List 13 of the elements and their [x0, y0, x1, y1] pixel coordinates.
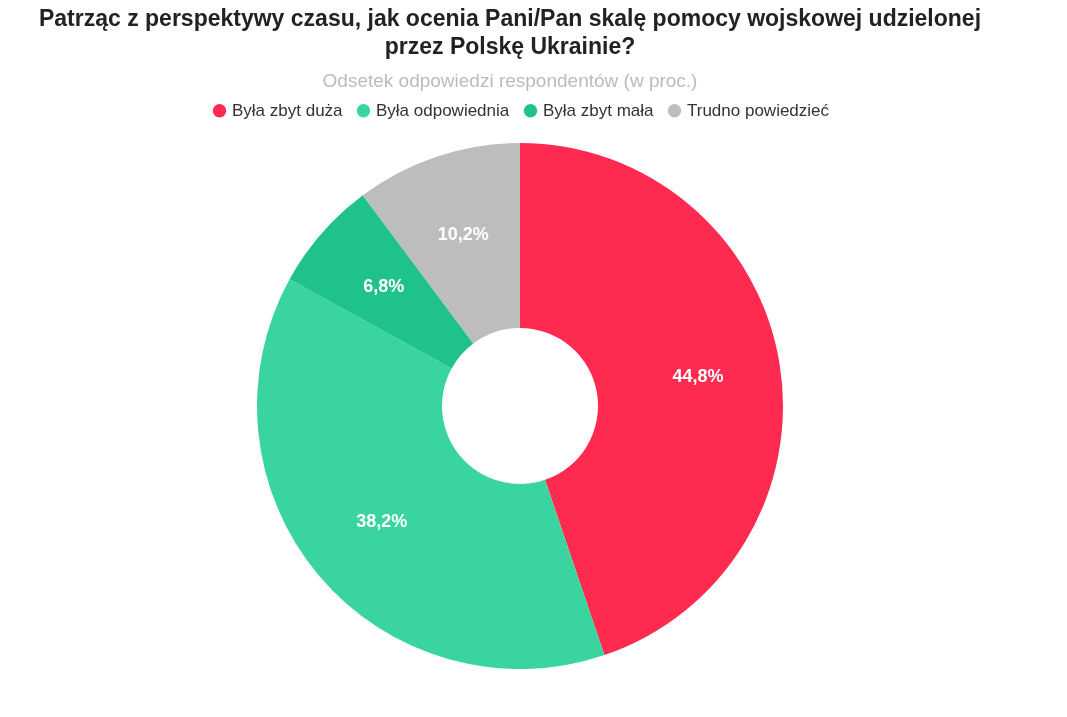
legend-label: Trudno powiedzieć	[687, 100, 830, 120]
donut-slice	[362, 143, 520, 344]
data-label: 38,2%	[356, 510, 408, 531]
legend-label: Była zbyt mała	[543, 100, 655, 120]
legend-label: Była zbyt duża	[232, 100, 344, 120]
data-label: 44,8%	[672, 365, 724, 386]
data-label: 10,2%	[437, 223, 489, 244]
donut-slice	[520, 143, 783, 656]
chart-subtitle: Odsetek odpowiedzi respondentów (w proc.)	[321, 70, 699, 92]
donut-slice	[257, 279, 605, 669]
legend-label: Była odpowiednia	[376, 100, 510, 120]
chart-title: Patrząc z perspektywy czasu, jak ocenia Pani/Pan skalę pomocy wojskowej udzielonej przez Polskę Ukrainie?	[37, 4, 983, 60]
data-label: 6,8%	[363, 276, 405, 297]
